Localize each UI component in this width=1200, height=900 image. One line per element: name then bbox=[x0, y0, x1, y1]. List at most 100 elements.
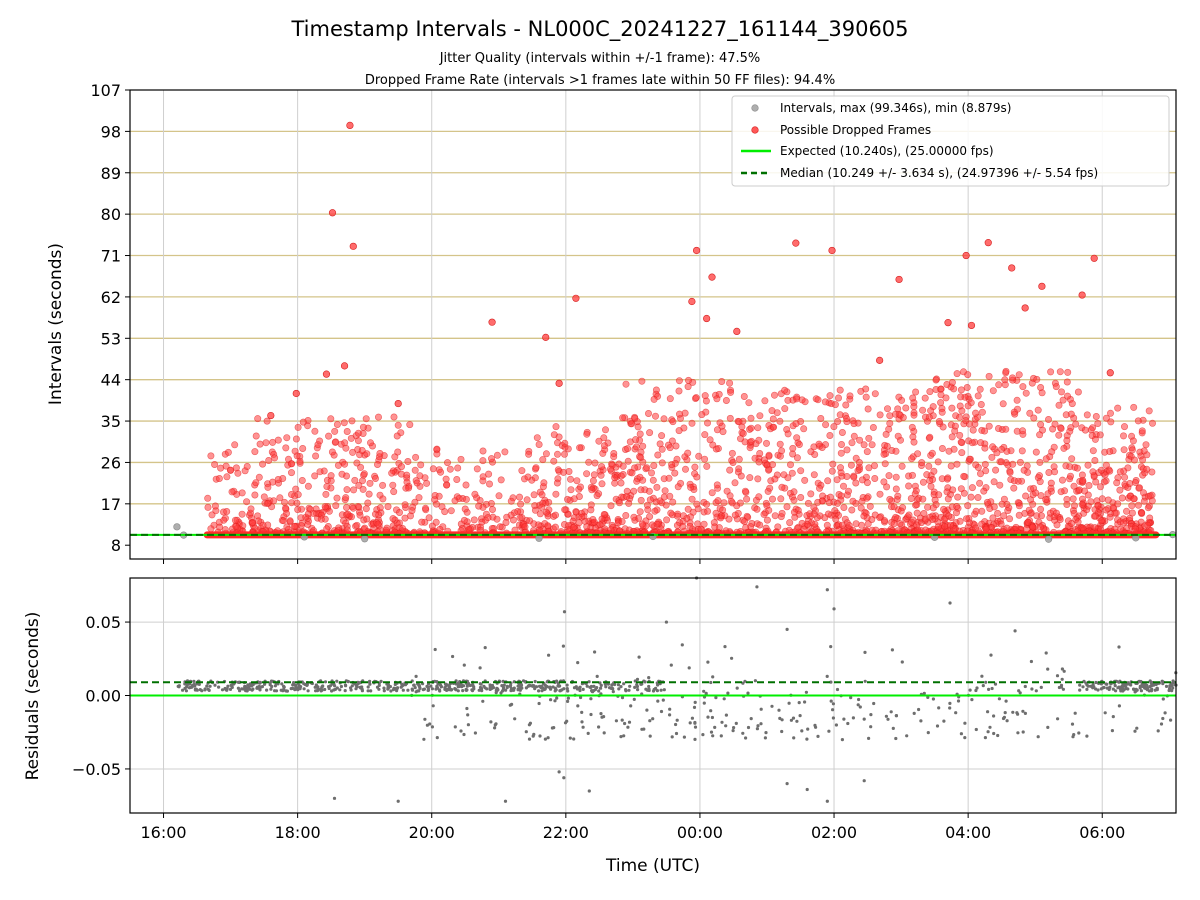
residual-point bbox=[284, 689, 289, 693]
residual-point bbox=[540, 689, 544, 693]
dropped-frame-point bbox=[375, 511, 383, 519]
dropped-frame-point bbox=[311, 427, 319, 435]
residuals-x-tick-label: 02:00 bbox=[811, 823, 857, 842]
residual-point bbox=[869, 713, 873, 717]
dropped-frame-point bbox=[679, 512, 687, 520]
dropped-frame-point bbox=[958, 449, 966, 457]
residual-point bbox=[410, 688, 415, 692]
residual-point bbox=[1117, 704, 1121, 708]
dropped-frame-point bbox=[711, 523, 719, 531]
residual-point bbox=[513, 717, 517, 721]
dropped-frame-point bbox=[637, 453, 645, 461]
residual-point bbox=[332, 682, 336, 686]
dropped-frame-point bbox=[598, 463, 606, 471]
residual-point bbox=[643, 680, 647, 684]
dropped-frame-point bbox=[769, 415, 777, 423]
residual-point bbox=[369, 689, 373, 693]
dropped-frame-point bbox=[897, 507, 905, 515]
dropped-frame-point bbox=[983, 498, 991, 506]
dropped-frame-point bbox=[838, 428, 846, 436]
residual-point bbox=[1082, 679, 1086, 684]
dropped-frame-point bbox=[843, 446, 851, 454]
residual-point bbox=[709, 730, 714, 734]
residual-point bbox=[1003, 711, 1007, 715]
residual-point bbox=[589, 697, 593, 701]
dropped-frame-point bbox=[493, 451, 501, 459]
dropped-frame-point bbox=[485, 480, 493, 488]
dropped-frame-point bbox=[1068, 519, 1076, 527]
dropped-frame-point bbox=[542, 450, 550, 458]
residual-point bbox=[620, 696, 625, 700]
residual-point bbox=[975, 686, 979, 690]
dropped-frame-point bbox=[601, 426, 609, 434]
residual-point bbox=[709, 709, 713, 713]
residual-point bbox=[889, 710, 893, 714]
residual-point bbox=[572, 686, 577, 690]
residuals-x-tick-label: 06:00 bbox=[1079, 823, 1125, 842]
dropped-frame-point bbox=[333, 420, 341, 428]
residual-point bbox=[863, 650, 867, 655]
dropped-frame-point bbox=[824, 477, 832, 485]
dropped-frame-point bbox=[551, 511, 559, 519]
residual-point bbox=[314, 683, 318, 687]
residual-point bbox=[459, 729, 463, 733]
dropped-frame-point bbox=[1138, 427, 1146, 435]
dropped-frame-point bbox=[684, 383, 692, 391]
dropped-frame-point bbox=[740, 517, 748, 525]
residual-point bbox=[595, 674, 599, 679]
residual-point bbox=[597, 689, 601, 693]
dropped-frame-point bbox=[1055, 401, 1063, 409]
dropped-frame-point bbox=[894, 492, 902, 500]
dropped-frame-point bbox=[323, 525, 331, 533]
dropped-frame-point bbox=[294, 506, 302, 514]
dropped-frame-point bbox=[647, 469, 655, 477]
residual-point bbox=[759, 707, 763, 711]
dropped-frame-point bbox=[927, 407, 935, 415]
dropped-frame-point bbox=[274, 475, 282, 483]
residual-point bbox=[606, 682, 611, 686]
dropped-frame-point bbox=[826, 392, 834, 400]
residual-point bbox=[1004, 699, 1008, 703]
residual-point bbox=[886, 717, 890, 721]
dropped-frame-point bbox=[842, 414, 850, 422]
residual-point bbox=[430, 687, 434, 691]
dropped-frame-point bbox=[957, 386, 965, 394]
residual-point bbox=[1094, 687, 1098, 691]
dropped-frame-point bbox=[692, 394, 700, 402]
dropped-frame-point bbox=[471, 490, 479, 498]
dropped-frame-point bbox=[487, 455, 495, 463]
residual-point bbox=[516, 684, 520, 688]
residual-point bbox=[655, 689, 660, 693]
dropped-frame-point bbox=[876, 356, 884, 364]
dropped-frame-point bbox=[204, 503, 212, 511]
dropped-frame-point bbox=[786, 461, 794, 469]
dropped-frame-point bbox=[703, 500, 711, 508]
dropped-frame-point bbox=[943, 475, 951, 483]
residual-point bbox=[755, 727, 760, 731]
dropped-frame-point bbox=[898, 396, 906, 404]
dropped-frame-point bbox=[780, 471, 788, 479]
dropped-frame-point bbox=[684, 449, 692, 457]
chart-subtitle-dropped: Dropped Frame Rate (intervals >1 frames … bbox=[365, 73, 835, 88]
residual-point bbox=[806, 727, 810, 731]
dropped-frame-point bbox=[919, 495, 927, 503]
dropped-frame-point bbox=[658, 459, 666, 467]
dropped-frame-point bbox=[1140, 489, 1148, 497]
dropped-frame-point bbox=[619, 414, 627, 422]
residual-point bbox=[478, 682, 482, 686]
residual-point bbox=[647, 676, 651, 680]
dropped-frame-point bbox=[292, 389, 300, 398]
residual-point bbox=[968, 688, 972, 692]
dropped-frame-point bbox=[978, 520, 986, 528]
residual-point bbox=[465, 684, 469, 688]
dropped-frame-point bbox=[357, 463, 365, 471]
dropped-frame-point bbox=[331, 427, 339, 435]
dropped-frame-point bbox=[632, 443, 640, 451]
residual-point bbox=[632, 697, 636, 702]
residual-point bbox=[675, 718, 679, 722]
residual-point bbox=[197, 682, 201, 687]
dropped-frame-point bbox=[860, 441, 868, 449]
residual-point bbox=[627, 688, 631, 692]
residual-point bbox=[795, 719, 799, 723]
